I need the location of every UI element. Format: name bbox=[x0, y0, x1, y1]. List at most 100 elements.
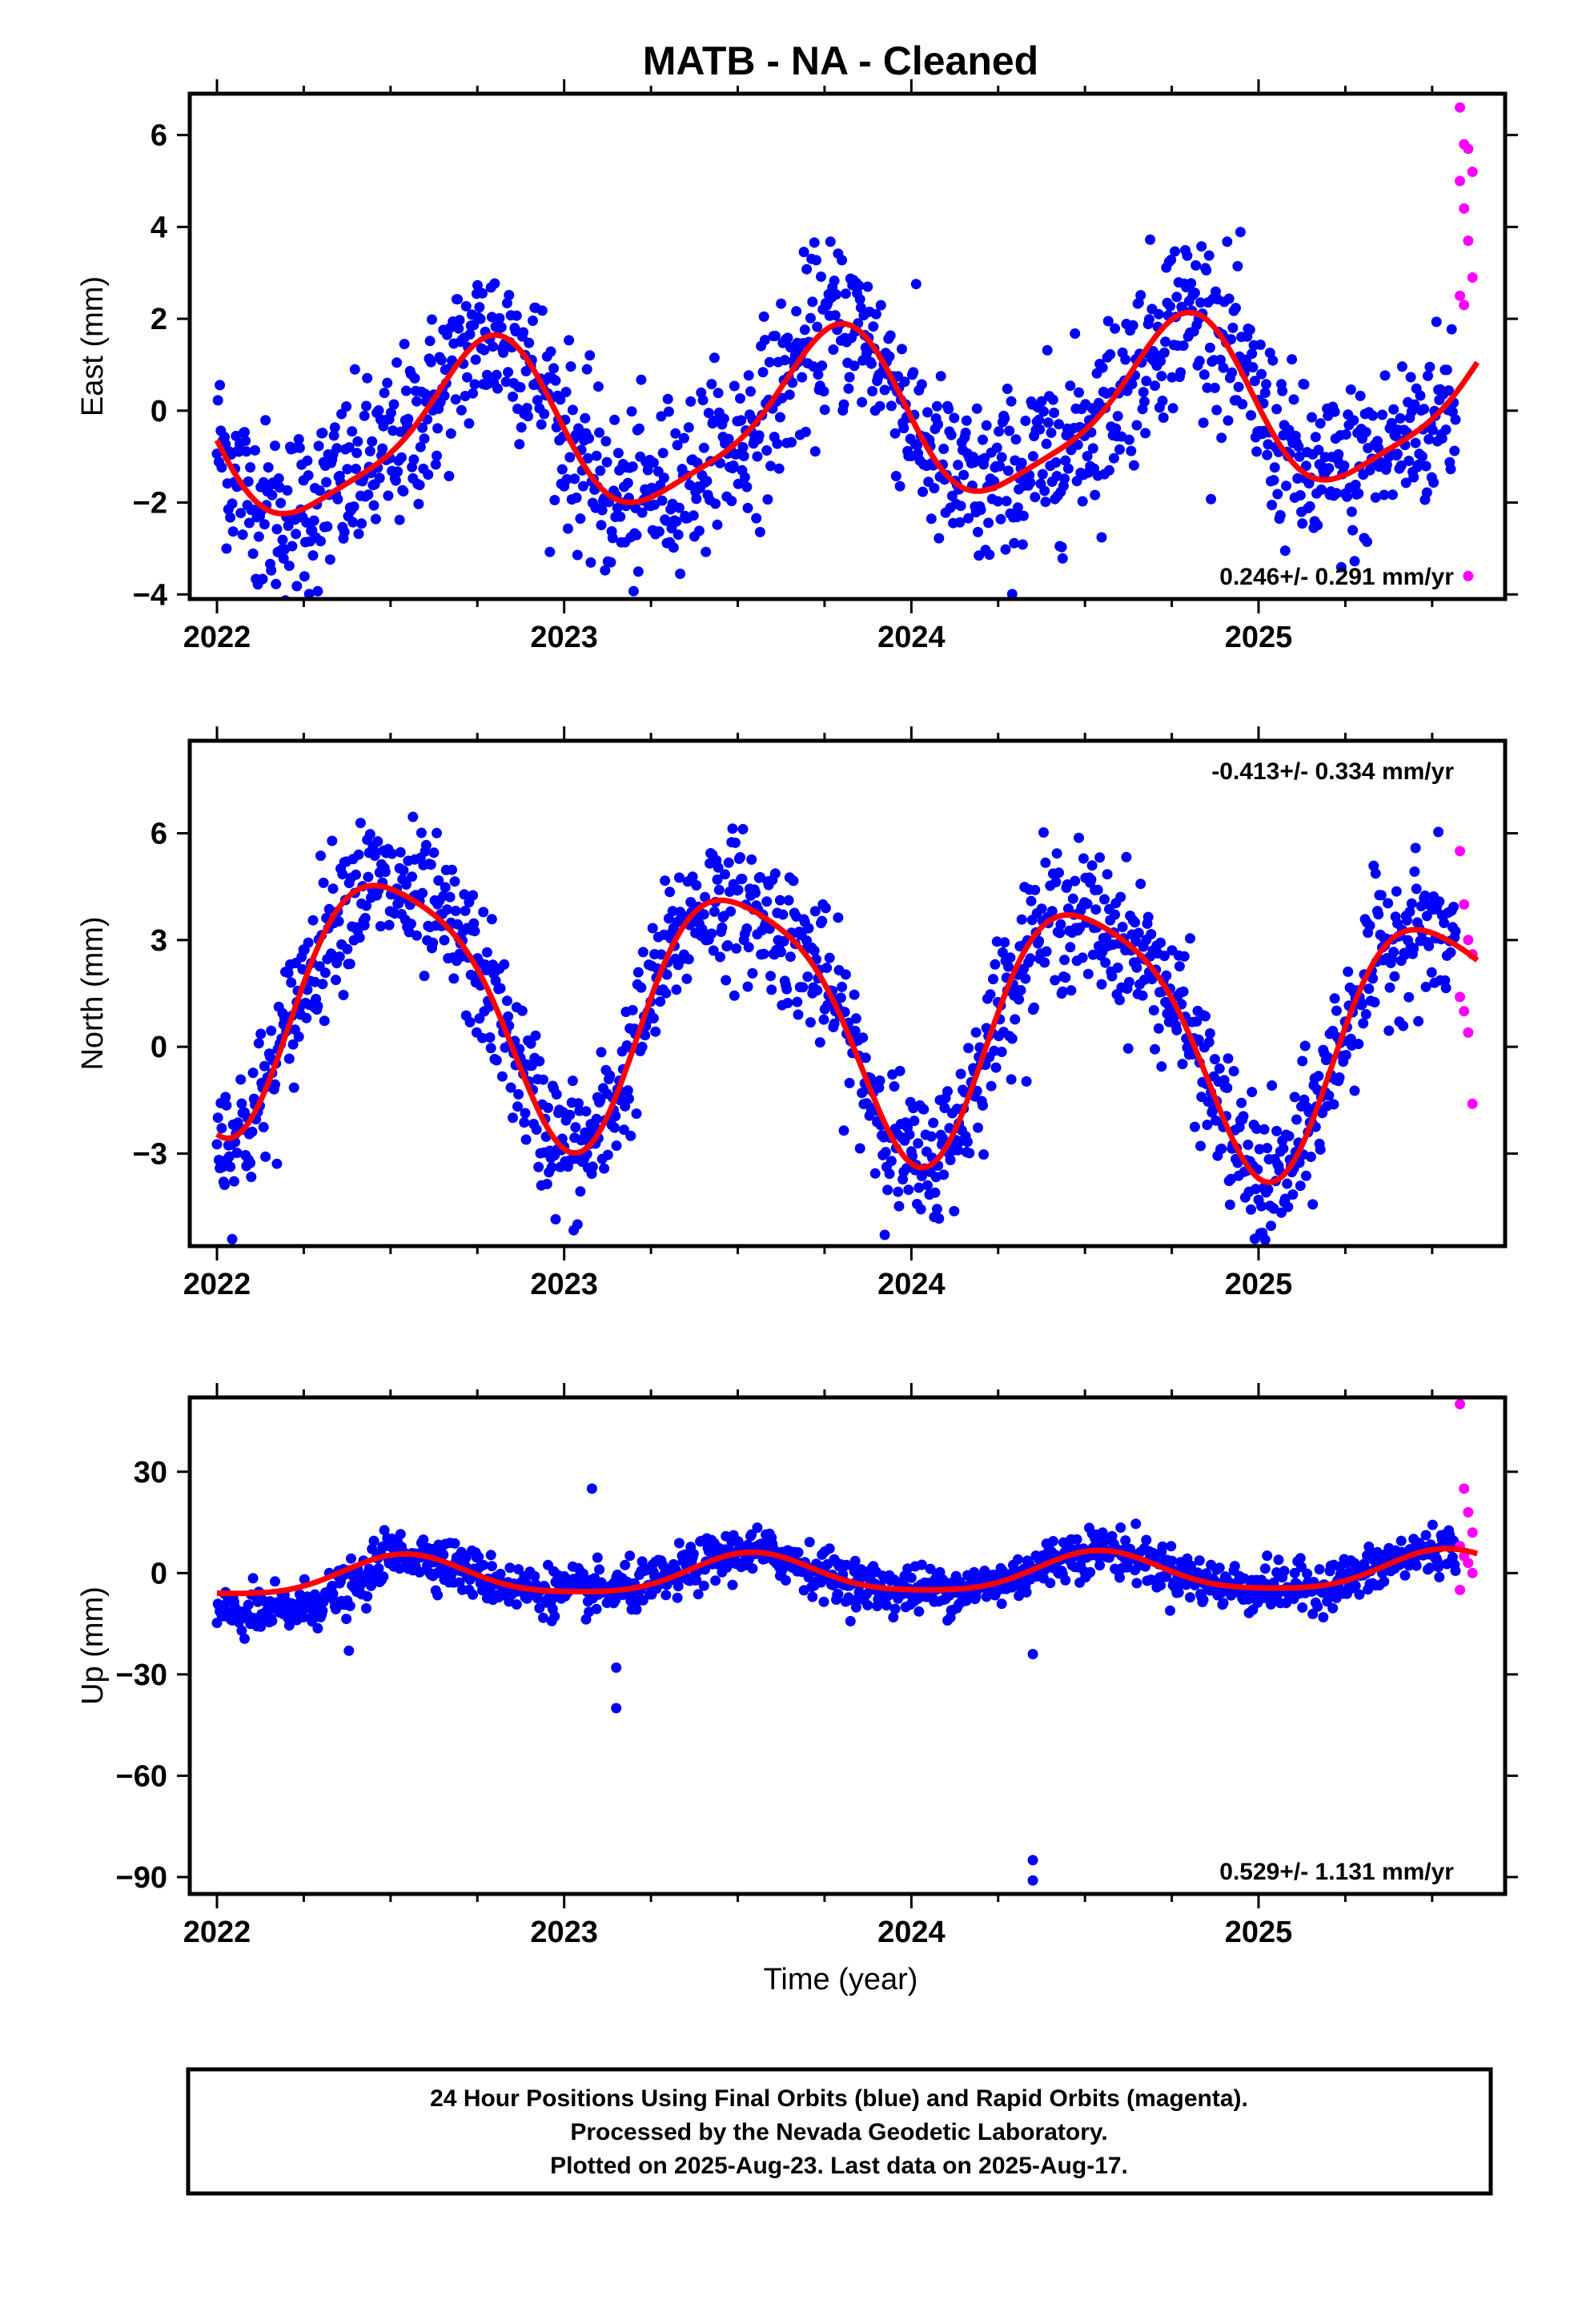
final-point bbox=[1191, 1016, 1203, 1027]
final-point bbox=[986, 1080, 997, 1092]
final-point bbox=[524, 337, 535, 348]
final-point bbox=[612, 448, 624, 459]
final-point bbox=[1237, 399, 1248, 410]
final-point bbox=[802, 971, 813, 983]
final-point bbox=[934, 533, 945, 544]
final-point bbox=[594, 1564, 605, 1575]
final-point bbox=[378, 1571, 389, 1582]
final-point bbox=[428, 937, 439, 948]
final-point bbox=[742, 981, 753, 992]
final-point bbox=[452, 294, 464, 305]
final-point bbox=[236, 1098, 247, 1109]
final-point bbox=[766, 984, 777, 995]
final-point bbox=[528, 316, 538, 326]
final-point bbox=[515, 382, 526, 393]
final-point bbox=[246, 1172, 257, 1183]
final-point bbox=[697, 395, 709, 406]
final-point bbox=[453, 323, 464, 334]
final-point bbox=[549, 1610, 560, 1622]
final-point bbox=[343, 442, 355, 453]
final-point bbox=[1121, 851, 1132, 862]
final-point bbox=[627, 461, 638, 472]
final-point bbox=[1368, 860, 1379, 871]
final-point bbox=[1055, 919, 1066, 930]
final-point bbox=[405, 919, 416, 930]
up-rate-label: 0.529+/- 1.131 mm/yr bbox=[1219, 1859, 1454, 1885]
final-point bbox=[1071, 476, 1082, 487]
final-point bbox=[1146, 974, 1158, 985]
final-point bbox=[1171, 1024, 1182, 1035]
final-point bbox=[1401, 915, 1412, 926]
final-point bbox=[758, 311, 769, 322]
final-point bbox=[247, 607, 258, 617]
final-point bbox=[634, 423, 644, 434]
final-point bbox=[817, 360, 828, 372]
final-point bbox=[805, 312, 816, 324]
final-point bbox=[1247, 1087, 1258, 1098]
final-point bbox=[620, 1559, 631, 1570]
final-point bbox=[661, 1590, 672, 1601]
final-point bbox=[1065, 942, 1076, 953]
final-point bbox=[1223, 415, 1234, 426]
final-point bbox=[683, 954, 694, 965]
final-point bbox=[636, 982, 647, 993]
final-point bbox=[1355, 390, 1366, 401]
final-point bbox=[736, 415, 747, 426]
final-point bbox=[764, 356, 775, 368]
final-point bbox=[460, 300, 472, 312]
east-rate-label: 0.246+/- 0.291 mm/yr bbox=[1219, 564, 1454, 590]
final-point bbox=[713, 862, 724, 873]
final-point bbox=[444, 891, 456, 903]
y-tick-label: −60 bbox=[116, 1759, 167, 1793]
final-point bbox=[857, 1032, 869, 1043]
final-point bbox=[459, 889, 470, 900]
final-point bbox=[687, 871, 698, 883]
final-point bbox=[353, 849, 364, 860]
final-point bbox=[1010, 434, 1022, 445]
final-point bbox=[1030, 884, 1041, 895]
final-point bbox=[615, 511, 626, 522]
final-point bbox=[1006, 396, 1017, 407]
final-point bbox=[1281, 480, 1291, 492]
final-point bbox=[609, 1122, 620, 1133]
final-point bbox=[1050, 877, 1062, 887]
final-point bbox=[819, 404, 830, 416]
final-point bbox=[691, 880, 702, 891]
final-point bbox=[1408, 943, 1419, 954]
final-point bbox=[712, 874, 723, 885]
final-point bbox=[1350, 480, 1361, 490]
final-point bbox=[1289, 1092, 1300, 1103]
final-point bbox=[534, 1055, 545, 1067]
final-point bbox=[456, 404, 467, 416]
final-point bbox=[1323, 463, 1335, 474]
final-point bbox=[928, 1117, 939, 1128]
final-point bbox=[814, 1037, 825, 1048]
final-point bbox=[821, 963, 833, 973]
final-point bbox=[963, 1043, 974, 1054]
final-point bbox=[1273, 1554, 1284, 1566]
final-point bbox=[1256, 368, 1267, 380]
final-point bbox=[915, 1204, 926, 1215]
final-point bbox=[631, 529, 642, 541]
outlier-point bbox=[586, 1483, 597, 1494]
final-point bbox=[591, 1603, 602, 1614]
final-point bbox=[491, 1055, 502, 1066]
final-point bbox=[273, 473, 284, 484]
final-point bbox=[829, 275, 840, 287]
final-point bbox=[729, 380, 740, 392]
final-point bbox=[270, 440, 280, 452]
final-point bbox=[379, 866, 391, 878]
final-point bbox=[564, 335, 575, 346]
final-point bbox=[725, 906, 737, 917]
final-point bbox=[662, 393, 673, 404]
final-point bbox=[1049, 408, 1060, 418]
final-point bbox=[1419, 404, 1430, 415]
final-point bbox=[893, 1200, 905, 1212]
final-point bbox=[673, 529, 684, 541]
final-point bbox=[807, 1591, 818, 1602]
final-point bbox=[861, 1589, 872, 1599]
final-point bbox=[691, 493, 702, 505]
final-point bbox=[560, 387, 572, 397]
final-point bbox=[277, 534, 288, 545]
final-point bbox=[904, 1129, 915, 1140]
